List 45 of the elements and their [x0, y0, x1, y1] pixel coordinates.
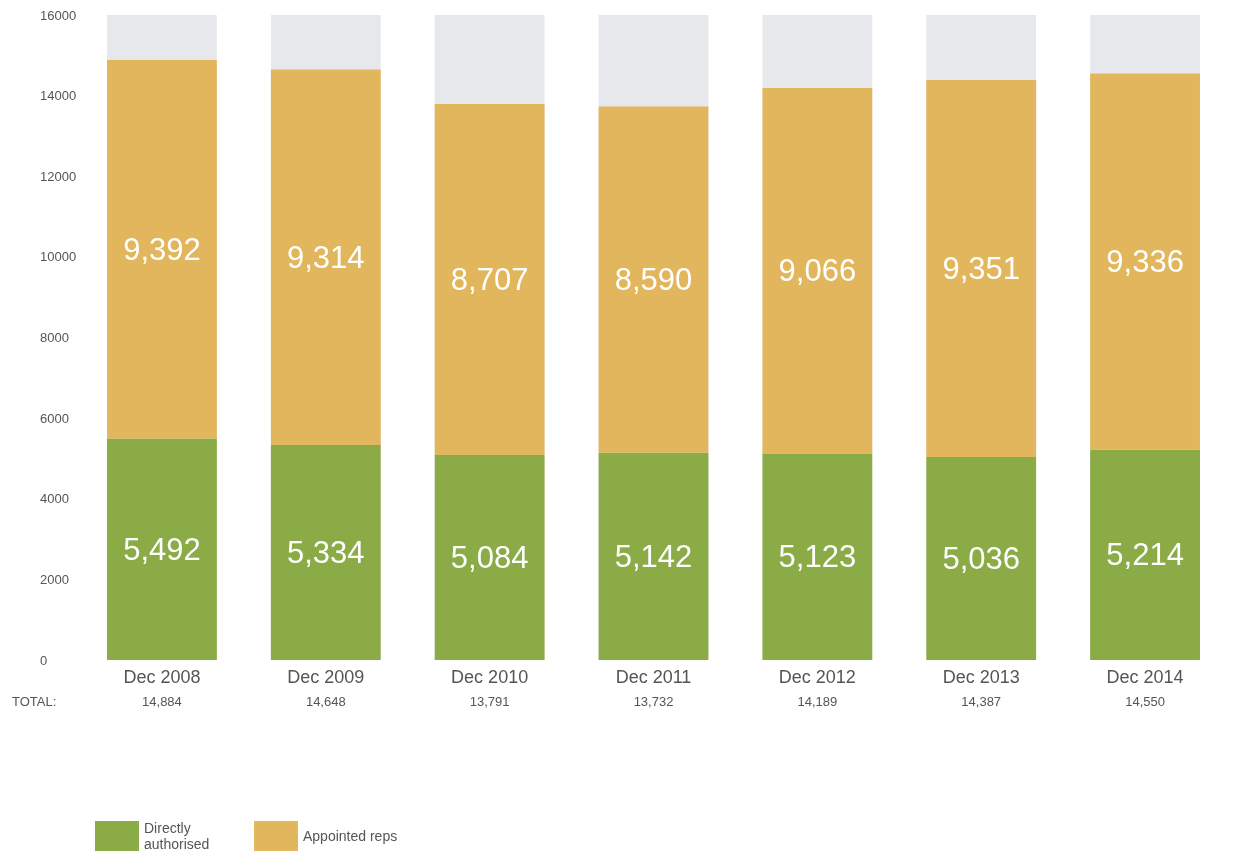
y-tick-label: 16000 — [40, 7, 77, 23]
bar — [434, 455, 545, 660]
total-label: 14,884 — [142, 694, 182, 709]
x-tick-label: Dec 2010 — [451, 667, 529, 687]
y-tick-label: 8000 — [40, 330, 69, 345]
y-tick-label: 0 — [40, 652, 48, 668]
data-label: 8,590 — [614, 262, 693, 298]
y-tick-label: 4000 — [40, 491, 69, 507]
legend-label: Directly authorised — [144, 820, 210, 852]
data-label: 5,084 — [450, 540, 529, 576]
legend-label: Appointed reps — [303, 828, 398, 844]
data-label: 5,334 — [287, 534, 365, 570]
y-tick-label: 2000 — [40, 571, 69, 587]
text: TOTAL: — [12, 694, 57, 709]
bar — [762, 453, 873, 660]
x-tick-label: Dec 2011 — [615, 667, 692, 687]
total-label: 13,791 — [469, 694, 510, 709]
total-label: 14,550 — [1125, 694, 1165, 709]
y-tick-label: 14000 — [40, 88, 77, 104]
y-tick-label: 6000 — [40, 410, 69, 426]
total-label: 14,648 — [305, 694, 346, 709]
total-label: 14,189 — [797, 694, 838, 709]
data-label: 5,492 — [123, 531, 201, 567]
data-label: 9,336 — [1106, 244, 1184, 280]
x-tick-label: Dec 2008 — [123, 667, 201, 687]
data-label: 5,214 — [1106, 537, 1184, 573]
y-tick-label: 10000 — [40, 249, 77, 265]
x-tick-label: Dec 2013 — [942, 667, 1020, 687]
x-tick-label: Dec 2012 — [778, 667, 856, 687]
data-label: 5,123 — [778, 539, 857, 575]
total-label: 14,387 — [961, 694, 1002, 709]
bar — [926, 456, 1037, 660]
data-label: 5,036 — [942, 540, 1020, 576]
data-label: 5,142 — [614, 538, 693, 574]
bar — [598, 452, 709, 660]
total-label: 13,732 — [633, 694, 674, 709]
x-tick-label: Dec 2009 — [287, 667, 365, 687]
data-label: 8,707 — [450, 262, 529, 298]
y-tick-label: 12000 — [40, 168, 77, 184]
data-label: 9,392 — [123, 231, 201, 267]
data-label: 9,314 — [287, 239, 365, 275]
x-tick-label: Dec 2014 — [1106, 667, 1184, 687]
data-label: 9,066 — [778, 253, 857, 289]
bar — [270, 444, 381, 660]
data-label: 9,351 — [942, 251, 1020, 287]
